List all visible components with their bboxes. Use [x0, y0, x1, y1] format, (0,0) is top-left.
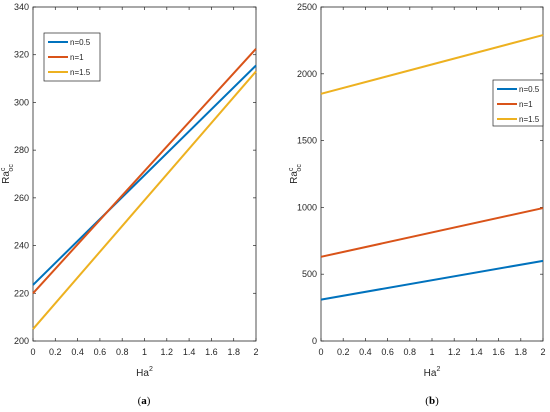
x-tick-label: 0	[30, 347, 35, 357]
caption-close-paren: )	[435, 395, 439, 407]
plot-frame	[320, 6, 544, 342]
y-tick-label: 2500	[297, 2, 317, 12]
y-tick-label: 260	[14, 193, 29, 203]
chart-b: 0 0.2 0.4 0.6 0.8 1 1.2 1.4 1.6 1.8 2 0 500 1000 1500 2…	[288, 2, 546, 407]
y-tick-label: 1500	[297, 136, 317, 146]
x-tick-label: 1.2	[448, 347, 461, 357]
legend-label: n=1	[519, 100, 533, 109]
legend-label: n=1.5	[70, 68, 91, 77]
series-line-n=1	[32, 48, 257, 294]
x-tick-label: 0.6	[381, 347, 394, 357]
caption-close-paren: )	[147, 395, 151, 407]
legend: n=0.5 n=1 n=1.5	[43, 32, 101, 82]
y-tick-label: 2000	[297, 69, 317, 79]
caption-open-paren: (	[138, 395, 142, 407]
x-tick-label: 0.8	[404, 347, 417, 357]
subfigure-caption: (b)	[425, 395, 439, 407]
x-tick-label: 0.2	[49, 347, 62, 357]
series-line-n=0.5	[320, 259, 544, 301]
legend-label: n=0.5	[519, 85, 540, 94]
y-axis-label-sup: c	[0, 167, 7, 171]
y-tick-label: 300	[14, 97, 29, 107]
x-tick-label: 1.4	[183, 347, 196, 357]
x-axis-label-base: Ha	[136, 368, 149, 379]
caption-open-paren: (	[425, 395, 429, 407]
x-tick-label: 1	[142, 347, 147, 357]
y-tick-label: 500	[302, 269, 317, 279]
x-tick-label: 2	[253, 347, 258, 357]
x-axis-label-base: Ha	[424, 368, 437, 379]
x-tick-label: 0.4	[359, 347, 372, 357]
legend-label: n=0.5	[70, 38, 91, 47]
y-axis-label-sub: oc	[8, 164, 15, 172]
y-axis-label-sup: c	[288, 167, 295, 171]
legend: n=0.5 n=1 n=1.5	[492, 79, 544, 127]
y-tick-label: 1000	[297, 202, 317, 212]
y-axis-label: Racoc	[288, 164, 303, 184]
series-line-n=0.5	[32, 64, 257, 286]
y-axis-label-base: Ra	[1, 171, 12, 184]
x-tick-label: 0.6	[94, 347, 107, 357]
series-line-n=1	[320, 207, 544, 258]
x-axis-label: Ha2	[424, 366, 441, 379]
x-tick-label: 1	[429, 347, 434, 357]
y-tick-label: 320	[14, 50, 29, 60]
x-tick-label: 2	[540, 347, 545, 357]
y-tick-label: 340	[14, 2, 29, 12]
x-tick-label: 1.6	[205, 347, 218, 357]
caption-letter: b	[429, 395, 435, 407]
x-tick-label: 1.4	[470, 347, 483, 357]
y-tick-label: 220	[14, 288, 29, 298]
caption-letter: a	[141, 395, 147, 407]
series-line-n=1.5	[320, 34, 544, 95]
x-axis-label: Ha2	[136, 366, 153, 379]
y-axis-label: Racoc	[0, 164, 15, 184]
series-line-n=1.5	[32, 70, 257, 330]
x-tick-label: 1.8	[515, 347, 528, 357]
y-axis-label-sub: oc	[296, 164, 303, 172]
x-tick-label: 1.6	[492, 347, 505, 357]
x-tick-label: 0	[318, 347, 323, 357]
legend-label: n=1	[70, 53, 84, 62]
subfigure-caption: (a)	[138, 395, 151, 407]
x-tick-label: 0.8	[116, 347, 129, 357]
y-axis-label-base: Ra	[289, 171, 300, 184]
y-tick-label: 240	[14, 241, 29, 251]
x-tick-label: 0.2	[337, 347, 350, 357]
y-tick-label: 280	[14, 145, 29, 155]
x-tick-label: 0.4	[71, 347, 84, 357]
x-tick-label: 1.2	[161, 347, 174, 357]
y-tick-label: 200	[14, 336, 29, 346]
legend-label: n=1.5	[519, 115, 540, 124]
chart-a: 0 0.2 0.4 0.6 0.8 1 1.2 1.4 1.6 1.8 2 200 220 240 260 2…	[0, 2, 259, 407]
x-tick-label: 1.8	[227, 347, 240, 357]
x-axis-label-sup: 2	[436, 366, 440, 373]
x-axis-label-sup: 2	[149, 366, 153, 373]
y-tick-label: 0	[312, 336, 317, 346]
